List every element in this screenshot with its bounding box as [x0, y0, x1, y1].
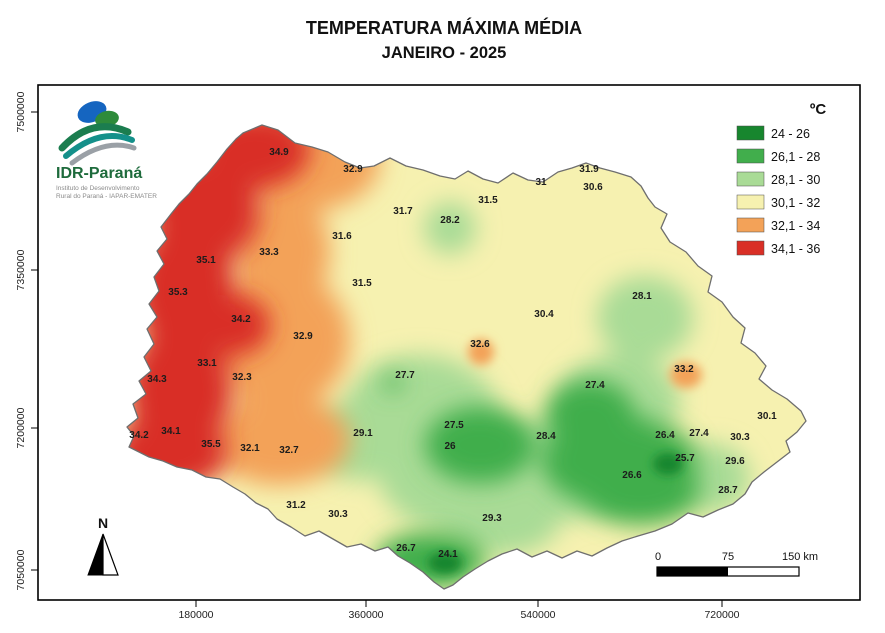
x-tick-label: 360000	[348, 609, 383, 621]
legend-title: ºC	[810, 101, 826, 118]
orange-spots	[468, 339, 702, 388]
temperature-label: 29.3	[482, 513, 502, 524]
map-title-line1: TEMPERATURA MÁXIMA MÉDIA	[306, 17, 582, 38]
north-arrow: N	[87, 515, 119, 576]
temperature-label: 28.4	[536, 431, 556, 442]
temperature-label: 25.7	[675, 453, 695, 464]
scale-bar-filled-segment	[657, 567, 728, 576]
north-arrow-left-half	[87, 533, 104, 576]
temperature-label: 32.7	[279, 445, 299, 456]
legend-swatch	[736, 148, 765, 164]
temperature-label: 29.1	[353, 428, 373, 439]
temperature-label: 31.5	[478, 195, 498, 206]
temperature-label: 32.6	[470, 339, 490, 350]
temperature-label: 31.5	[352, 278, 372, 289]
legend-swatch	[736, 125, 765, 141]
y-axis-labels: 7500000 7350000 7200000 7050000	[15, 91, 27, 590]
temperature-labels: 34.9 32.9 31 31.9 30.6 31.5 31.7 28.2 31.6 33.3 35…	[129, 147, 777, 560]
temperature-label: 33.3	[259, 247, 279, 258]
temperature-label: 31.9	[579, 164, 599, 175]
temperature-label: 30.3	[328, 509, 348, 520]
temperature-label: 35.1	[196, 255, 216, 266]
x-axis-labels: 180000 360000 540000 720000	[178, 609, 739, 621]
map-title-line2: JANEIRO - 2025	[382, 44, 507, 62]
legend-rows: 24 - 26 26,1 - 28 28,1 - 30 30,1 - 32 32,1 -…	[736, 125, 820, 256]
temperature-label: 29.6	[725, 456, 745, 467]
temperature-label: 27.4	[689, 428, 709, 439]
north-arrow-right-half	[102, 533, 119, 576]
state-outline	[126, 124, 807, 590]
temperature-label: 35.3	[168, 287, 188, 298]
temperature-label: 31.2	[286, 500, 306, 511]
y-tick-label: 7050000	[15, 549, 27, 590]
temperature-label: 34.9	[269, 147, 289, 158]
temperature-label: 34.1	[161, 426, 181, 437]
temperature-label: 30.1	[757, 411, 777, 422]
legend-swatch	[736, 217, 765, 233]
temperature-label: 26.4	[655, 430, 675, 441]
legend-label: 28,1 - 30	[771, 173, 820, 187]
temperature-label: 35.5	[201, 439, 221, 450]
idr-logo-name: IDR-Paraná	[56, 165, 142, 182]
temperature-label: 32.9	[343, 164, 363, 175]
temperature-label: 28.2	[440, 215, 460, 226]
scale-label-mid: 75	[722, 551, 734, 563]
idr-parana-logo: IDR-Paraná Instituto de Desenvolvimento …	[56, 101, 157, 200]
legend-label: 26,1 - 28	[771, 150, 820, 164]
x-tick-label: 540000	[520, 609, 555, 621]
axis-ticks	[31, 111, 723, 607]
temperature-label: 34.2	[129, 430, 149, 441]
temperature-label: 27.4	[585, 380, 605, 391]
temperature-surface	[127, 125, 806, 589]
legend-swatch	[736, 240, 765, 256]
legend-label: 24 - 26	[771, 127, 810, 141]
temperature-label: 26	[444, 441, 456, 452]
temperature-label: 34.3	[147, 374, 167, 385]
idr-logo-subtitle-line1: Instituto de Desenvolvimento	[56, 185, 140, 192]
temperature-label: 30.3	[730, 432, 750, 443]
temperature-label: 32.1	[240, 443, 260, 454]
temperature-label: 34.2	[231, 314, 251, 325]
band-24-26	[428, 453, 683, 574]
legend-label: 34,1 - 36	[771, 242, 820, 256]
temperature-label: 26.7	[396, 543, 416, 554]
temperature-label: 30.4	[534, 309, 554, 320]
scale-label-end: 150 km	[782, 551, 818, 563]
temperature-label: 33.2	[674, 364, 694, 375]
legend-label: 30,1 - 32	[771, 196, 820, 210]
scale-label-start: 0	[655, 551, 661, 563]
legend-swatch	[736, 194, 765, 210]
legend: ºC 24 - 26 26,1 - 28 28,1 - 30 30,1 - 32 32,…	[736, 101, 826, 256]
temperature-label: 30.6	[583, 182, 603, 193]
temperature-label: 27.5	[444, 420, 464, 431]
idr-logo-subtitle-line2: Rural do Paraná - IAPAR-EMATER	[56, 193, 157, 200]
x-tick-label: 180000	[178, 609, 213, 621]
x-tick-label: 720000	[704, 609, 739, 621]
temperature-label: 28.1	[632, 291, 652, 302]
temperature-label: 31.7	[393, 206, 413, 217]
temperature-label: 32.9	[293, 331, 313, 342]
temperature-label: 31	[535, 177, 547, 188]
temperature-label: 28.7	[718, 485, 738, 496]
idr-logo-icon	[58, 101, 137, 166]
temperature-label: 26.6	[622, 470, 642, 481]
north-arrow-label: N	[98, 515, 108, 531]
y-tick-label: 7350000	[15, 249, 27, 290]
y-tick-label: 7500000	[15, 91, 27, 132]
temperature-label: 27.7	[395, 370, 415, 381]
scale-bar: 0 75 150 km	[655, 551, 818, 577]
temperature-label: 32.3	[232, 372, 252, 383]
legend-label: 32,1 - 34	[771, 219, 820, 233]
legend-swatch	[736, 171, 765, 187]
temperature-label: 33.1	[197, 358, 217, 369]
temperature-label: 24.1	[438, 549, 458, 560]
map-frame	[37, 84, 861, 601]
y-tick-label: 7200000	[15, 407, 27, 448]
temperature-label: 31.6	[332, 231, 352, 242]
